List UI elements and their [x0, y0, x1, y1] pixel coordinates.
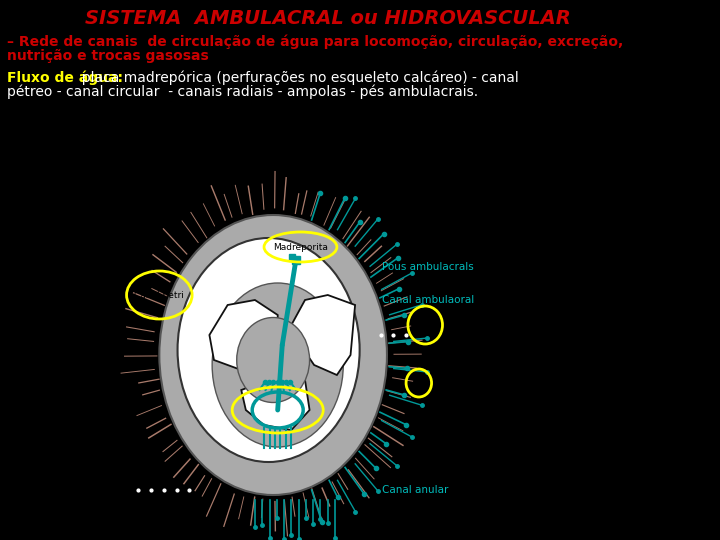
Ellipse shape: [212, 283, 343, 447]
Text: Canal anular: Canal anular: [382, 485, 449, 495]
Polygon shape: [292, 295, 355, 375]
Text: pétreo - canal circular  - canais radiais - ampolas - pés ambulacrais.: pétreo - canal circular - canais radiais…: [7, 85, 478, 99]
Text: – Rede de canais  de circulação de água para locomoção, circulação, excreção,: – Rede de canais de circulação de água p…: [7, 35, 624, 49]
Polygon shape: [241, 365, 310, 430]
Text: SISTEMA  AMBULACRAL ou HIDROVASCULAR: SISTEMA AMBULACRAL ou HIDROVASCULAR: [85, 9, 571, 28]
Text: Madreporita: Madreporita: [273, 242, 328, 252]
Text: nutrição e trocas gasosas: nutrição e trocas gasosas: [7, 49, 209, 63]
Text: Fluxo de água:: Fluxo de água:: [7, 71, 123, 85]
Polygon shape: [210, 300, 278, 370]
Ellipse shape: [237, 318, 310, 402]
Text: Pous ambulacrals: Pous ambulacrals: [382, 262, 474, 272]
Text: Canal ambulaoral: Canal ambulaoral: [382, 295, 474, 305]
Ellipse shape: [159, 215, 387, 495]
Ellipse shape: [178, 238, 360, 462]
Text: Canal petri: Canal petri: [135, 291, 184, 300]
Text: placa madrepórica (perfurações no esqueleto calcáreo) - canal: placa madrepórica (perfurações no esquel…: [73, 71, 518, 85]
